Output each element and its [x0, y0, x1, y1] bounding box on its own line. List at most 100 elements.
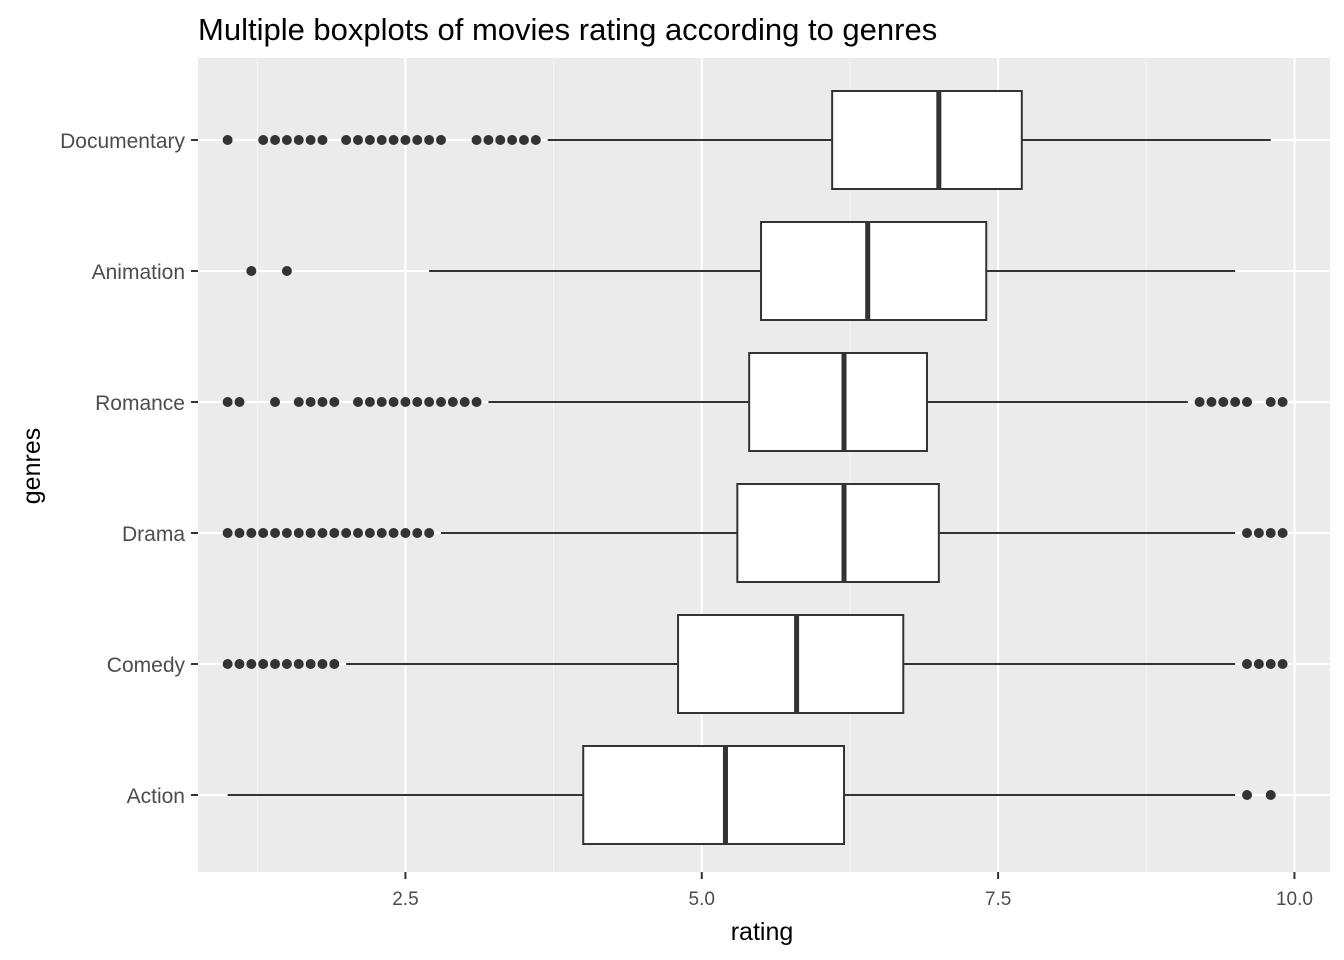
outlier-point [329, 659, 340, 669]
outlier-point [222, 135, 233, 145]
y-axis: Documentary Animation Romance Drama Comedy Ac… [60, 130, 198, 808]
outlier-point [388, 528, 399, 538]
outlier-point [246, 528, 257, 538]
x-tick-label: 10.0 [1276, 889, 1313, 910]
outlier-point [1206, 397, 1217, 407]
outlier-point [1242, 397, 1253, 407]
outlier-point [400, 397, 411, 407]
boxplot-drama [222, 483, 1288, 583]
chart-title: Multiple boxplots of movies rating accor… [198, 12, 937, 47]
outlier-point [424, 397, 435, 407]
outlier-point [293, 528, 304, 538]
box-iqr [736, 483, 940, 583]
outlier-point [270, 135, 281, 145]
outlier-point [222, 659, 233, 669]
outlier-point [1277, 659, 1288, 669]
outlier-point [234, 397, 245, 407]
outlier-point [459, 397, 470, 407]
outlier-point [270, 659, 281, 669]
outlier-point [435, 397, 446, 407]
outlier-point [1242, 528, 1253, 538]
outlier-point [1194, 397, 1205, 407]
outlier-point [1265, 790, 1276, 800]
box-iqr [831, 90, 1023, 190]
x-tick-label: 2.5 [392, 889, 418, 910]
outlier-point [270, 397, 281, 407]
boxes-layer [222, 90, 1288, 845]
outlier-point [364, 397, 375, 407]
box-iqr [677, 614, 905, 714]
x-axis: 2.5 5.0 7.5 10.0 [392, 872, 1313, 910]
outlier-point [1253, 659, 1264, 669]
outlier-point [317, 135, 328, 145]
outlier-point [281, 266, 292, 276]
outlier-point [317, 528, 328, 538]
outlier-point [1242, 790, 1253, 800]
outlier-point [293, 135, 304, 145]
outlier-point [258, 135, 269, 145]
box-iqr [748, 352, 928, 452]
outlier-point [376, 528, 387, 538]
outlier-point [412, 397, 423, 407]
y-tick-label: Drama [122, 523, 185, 546]
outlier-point [305, 135, 316, 145]
y-tick-label: Animation [92, 261, 185, 284]
outlier-point [376, 135, 387, 145]
outlier-point [388, 135, 399, 145]
outlier-point [281, 135, 292, 145]
outlier-point [329, 528, 340, 538]
boxplot-documentary [222, 90, 1271, 190]
outlier-point [258, 659, 269, 669]
outlier-point [483, 135, 494, 145]
outlier-point [281, 659, 292, 669]
outlier-point [376, 397, 387, 407]
outlier-point [507, 135, 518, 145]
outlier-point [305, 528, 316, 538]
boxplot-comedy [222, 614, 1288, 714]
outlier-point [329, 397, 340, 407]
outlier-point [246, 266, 257, 276]
boxplot-romance [222, 352, 1288, 452]
outlier-point [364, 528, 375, 538]
box-iqr [582, 745, 846, 845]
y-tick-label: Action [127, 785, 185, 808]
outlier-point [234, 528, 245, 538]
outlier-point [1265, 659, 1276, 669]
outlier-point [258, 528, 269, 538]
outlier-point [388, 397, 399, 407]
outlier-point [424, 528, 435, 538]
y-tick-label: Documentary [60, 130, 185, 153]
y-tick-label: Comedy [107, 654, 186, 677]
y-axis-title: genres [18, 428, 46, 504]
outlier-point [1242, 659, 1253, 669]
boxplot-action [227, 745, 1276, 845]
outlier-point [341, 528, 352, 538]
outlier-point [471, 135, 482, 145]
outlier-point [518, 135, 529, 145]
outlier-point [400, 528, 411, 538]
outlier-point [424, 135, 435, 145]
minor-gridlines [256, 58, 1147, 872]
outlier-point [222, 397, 233, 407]
outlier-point [471, 397, 482, 407]
y-tick-label: Romance [95, 392, 185, 415]
outlier-point [1218, 397, 1229, 407]
outlier-point [447, 397, 458, 407]
outlier-point [530, 135, 541, 145]
x-axis-title: rating [731, 918, 794, 946]
outlier-point [364, 135, 375, 145]
outlier-point [305, 659, 316, 669]
plot-panel [198, 58, 1330, 872]
outlier-point [353, 528, 364, 538]
outlier-point [305, 397, 316, 407]
outlier-point [270, 528, 281, 538]
outlier-point [495, 135, 506, 145]
x-tick-label: 5.0 [689, 889, 715, 910]
x-tick-label: 7.5 [985, 889, 1011, 910]
outlier-point [1277, 397, 1288, 407]
outlier-point [281, 528, 292, 538]
outlier-point [1230, 397, 1241, 407]
outlier-point [353, 397, 364, 407]
outlier-point [412, 528, 423, 538]
